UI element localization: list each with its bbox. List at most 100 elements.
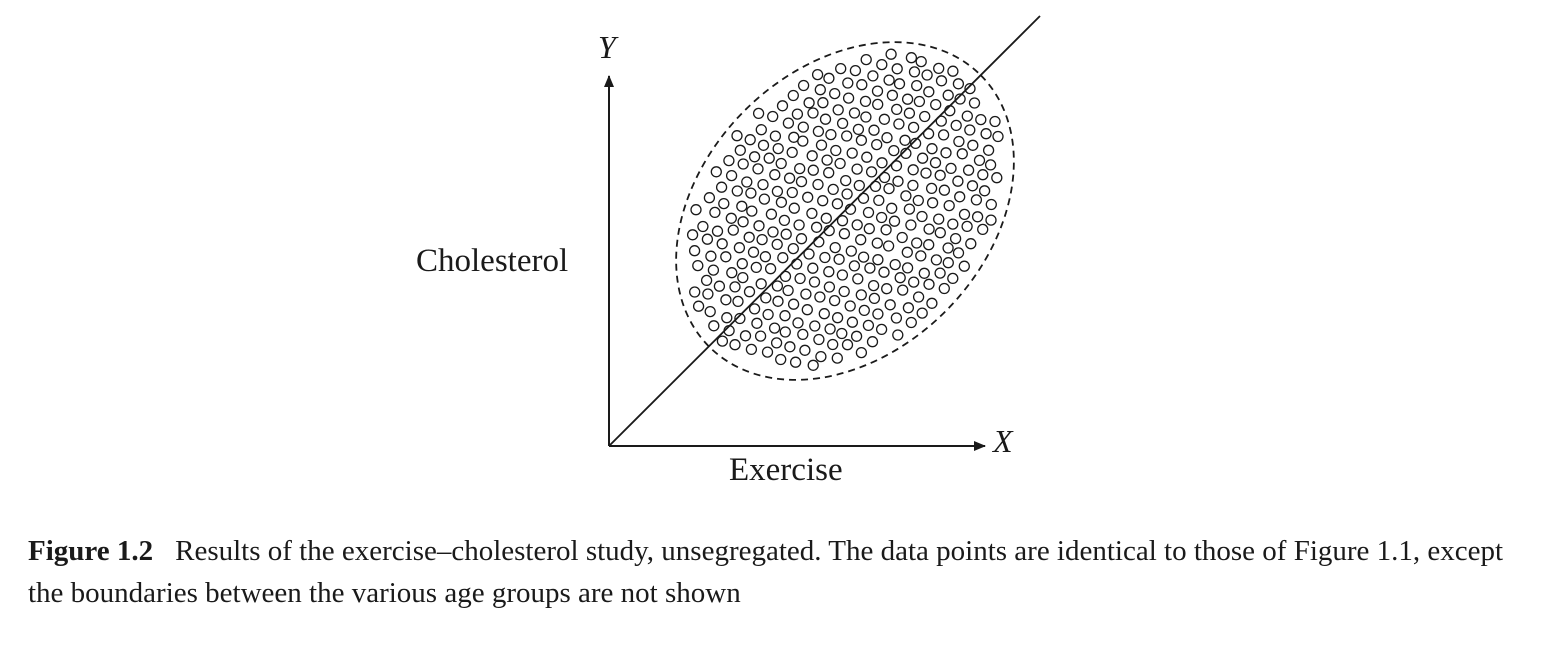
data-point — [962, 164, 975, 176]
data-point — [915, 250, 927, 262]
data-point — [741, 176, 753, 188]
data-point — [956, 148, 968, 160]
data-point — [968, 97, 981, 109]
data-point — [769, 130, 782, 142]
data-point — [716, 335, 729, 347]
data-point — [782, 284, 794, 297]
data-point — [778, 214, 791, 227]
data-point — [893, 118, 905, 130]
data-point — [832, 104, 844, 116]
data-point — [878, 113, 891, 125]
data-point — [873, 194, 885, 207]
data-point — [726, 267, 738, 279]
data-point — [907, 164, 919, 176]
data-point — [913, 95, 926, 108]
y-axis-symbol: Y — [598, 29, 619, 65]
data-point — [830, 144, 842, 157]
data-point — [817, 97, 829, 109]
data-point — [779, 326, 791, 338]
data-point — [954, 93, 966, 105]
data-point — [783, 172, 796, 184]
data-point — [713, 280, 726, 292]
data-points — [686, 48, 1004, 371]
data-point — [947, 65, 959, 77]
data-point — [886, 89, 899, 101]
data-point — [980, 128, 992, 140]
data-point — [872, 254, 884, 266]
data-point — [692, 259, 704, 272]
data-point — [716, 238, 728, 250]
data-point — [814, 84, 826, 96]
data-point — [763, 152, 775, 164]
data-point — [954, 191, 966, 203]
caption-label: Figure 1.2 — [28, 535, 154, 567]
data-point — [908, 66, 921, 78]
data-point — [876, 157, 888, 169]
data-point — [977, 169, 989, 181]
data-point — [824, 323, 836, 335]
data-point — [900, 190, 912, 202]
x-axis-label: Exercise — [729, 452, 843, 488]
data-point — [771, 280, 784, 292]
data-point — [819, 251, 831, 264]
data-point — [807, 164, 819, 176]
data-point — [890, 312, 903, 324]
data-point — [978, 185, 991, 197]
data-point — [743, 231, 755, 243]
data-point — [916, 152, 929, 164]
data-point — [888, 215, 901, 227]
data-point — [958, 208, 971, 221]
data-point — [775, 157, 787, 170]
data-point — [891, 63, 903, 75]
data-point — [806, 150, 818, 162]
data-point — [801, 304, 813, 316]
data-point — [975, 113, 987, 126]
data-point — [797, 79, 810, 92]
data-point — [883, 182, 895, 195]
data-point — [718, 197, 730, 210]
data-point — [793, 219, 805, 231]
figure-caption: Figure 1.2 Results of the exercise–choles… — [28, 530, 1538, 614]
data-point — [985, 214, 997, 226]
data-point — [834, 157, 846, 170]
data-point — [797, 121, 809, 133]
data-point — [875, 211, 888, 224]
data-point — [918, 267, 930, 279]
data-point — [821, 154, 833, 166]
data-point — [794, 272, 806, 285]
data-point — [880, 224, 892, 236]
data-point — [838, 228, 851, 240]
data-point — [823, 266, 835, 278]
data-point — [942, 89, 954, 101]
data-point — [967, 139, 979, 151]
data-point — [708, 320, 720, 332]
data-point — [815, 139, 828, 151]
data-point — [890, 160, 903, 172]
data-point — [947, 272, 959, 285]
data-point — [720, 294, 732, 306]
data-point — [731, 130, 743, 142]
data-point — [782, 117, 795, 129]
data-point — [901, 246, 913, 258]
data-point — [878, 171, 891, 184]
data-point — [883, 74, 895, 86]
data-point — [767, 110, 779, 123]
data-point — [881, 283, 893, 295]
data-point — [935, 115, 947, 127]
data-point — [844, 300, 856, 312]
data-point — [776, 100, 789, 112]
data-point — [815, 350, 827, 363]
data-point — [938, 184, 951, 196]
data-point — [812, 125, 825, 138]
data-point — [863, 223, 875, 235]
data-point — [754, 330, 767, 342]
data-point — [733, 242, 746, 254]
data-point — [757, 178, 769, 191]
data-point — [748, 303, 761, 315]
data-point — [748, 151, 761, 163]
data-point — [746, 205, 758, 217]
y-axis-label: Cholesterol — [416, 243, 568, 279]
data-point — [921, 69, 933, 81]
data-point — [896, 231, 908, 244]
data-point — [966, 180, 979, 192]
